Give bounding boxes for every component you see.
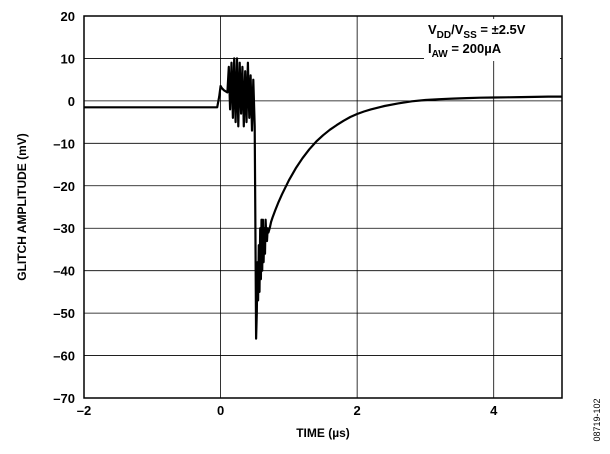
y-tick-label: –10 [53,136,75,151]
x-tick-label: 4 [490,403,498,418]
plot-frame [83,15,563,399]
figure-id: 08719-102 [592,398,602,441]
x-tick-label: 2 [354,403,361,418]
y-tick-label: 10 [61,51,75,66]
gridlines [83,15,562,399]
glitch-series-line [84,57,562,340]
y-tick-label: –60 [53,349,75,364]
y-tick-label: –30 [53,221,75,236]
x-axis-title: TIME (µs) [296,426,350,440]
y-tick-label: –70 [53,391,75,406]
y-tick-label: –50 [53,306,75,321]
y-tick-labels: 20 10 0 –10 –20 –30 –40 –50 –60 –70 [53,9,75,406]
annotation-supply-voltage: VDD/VSS = ±2.5V [428,22,526,41]
annotation-wiper-current: IAW = 200µA [428,41,502,60]
y-tick-label: –40 [53,264,75,279]
y-tick-label: 0 [68,94,75,109]
x-tick-label: –2 [77,403,91,418]
annotation-background [424,19,560,61]
y-tick-label: –20 [53,179,75,194]
y-axis-title: GLITCH AMPLITUDE (mV) [15,133,29,281]
x-tick-label: 0 [217,403,224,418]
x-tick-labels: –2 0 2 4 [77,403,498,418]
y-tick-label: 20 [61,9,75,24]
